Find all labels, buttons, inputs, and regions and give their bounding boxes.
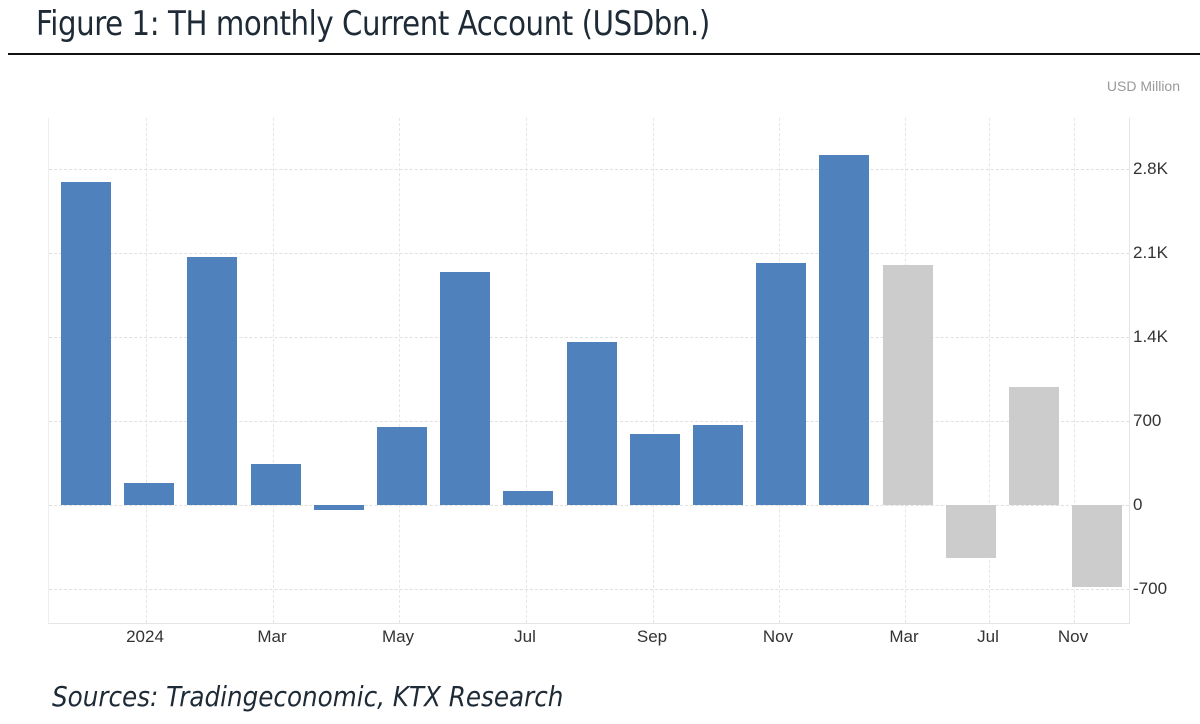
y-tick-label: 2.8K bbox=[1133, 159, 1168, 178]
bar-forecast[interactable] bbox=[1072, 505, 1123, 587]
x-tick-label: 2024 bbox=[126, 627, 164, 646]
y-tick-label: 700 bbox=[1133, 411, 1162, 430]
bar-actual[interactable] bbox=[250, 464, 301, 505]
gridline-vertical bbox=[146, 118, 147, 623]
gridline-horizontal bbox=[49, 589, 1129, 590]
gridline-vertical bbox=[399, 118, 400, 623]
x-tick-label: Sep bbox=[636, 627, 668, 646]
x-tick-label: Nov bbox=[1057, 627, 1089, 646]
y-tick-label: 0 bbox=[1133, 495, 1143, 514]
gridline-horizontal bbox=[49, 253, 1129, 254]
bar-actual[interactable] bbox=[124, 483, 175, 505]
gridline-horizontal bbox=[49, 169, 1129, 170]
gridline-vertical bbox=[989, 118, 990, 623]
gridline-vertical bbox=[1074, 118, 1075, 623]
gridline-vertical bbox=[526, 118, 527, 623]
gridline-horizontal bbox=[49, 505, 1129, 506]
x-tick-label: Mar bbox=[889, 627, 919, 646]
bar-forecast[interactable] bbox=[1009, 387, 1059, 505]
bar-actual[interactable] bbox=[187, 256, 238, 505]
x-tick-label: Mar bbox=[257, 627, 287, 646]
bar-actual[interactable] bbox=[61, 182, 111, 505]
bar-forecast[interactable] bbox=[945, 505, 996, 558]
bar-forecast[interactable] bbox=[882, 265, 933, 505]
bar-actual[interactable] bbox=[313, 505, 364, 510]
bar-actual[interactable] bbox=[566, 341, 617, 505]
x-tick-label: Jul bbox=[514, 627, 536, 646]
y-axis-unit-label: USD Million bbox=[1106, 78, 1180, 94]
x-tick-label: Jul bbox=[977, 627, 999, 646]
chart-title: Figure 1: TH monthly Current Account (US… bbox=[36, 4, 710, 44]
x-tick-label: May bbox=[381, 627, 415, 646]
bar-actual[interactable] bbox=[377, 427, 427, 505]
y-tick-label: 1.4K bbox=[1133, 327, 1168, 346]
gridline-horizontal bbox=[49, 337, 1129, 338]
y-tick-label: -700 bbox=[1133, 579, 1168, 598]
bar-actual[interactable] bbox=[693, 424, 743, 505]
y-tick-label: 2.1K bbox=[1133, 243, 1168, 262]
bar-actual[interactable] bbox=[503, 490, 554, 505]
bar-actual[interactable] bbox=[819, 154, 870, 505]
gridline-vertical bbox=[273, 118, 274, 623]
plot-area bbox=[48, 118, 1130, 624]
x-tick-label: Nov bbox=[762, 627, 794, 646]
bar-actual[interactable] bbox=[756, 262, 807, 505]
title-divider bbox=[8, 53, 1200, 55]
source-note: Sources: Tradingeconomic, KTX Research bbox=[52, 680, 564, 713]
gridline-vertical bbox=[653, 118, 654, 623]
bar-actual[interactable] bbox=[629, 434, 680, 505]
bar-actual[interactable] bbox=[440, 272, 491, 505]
